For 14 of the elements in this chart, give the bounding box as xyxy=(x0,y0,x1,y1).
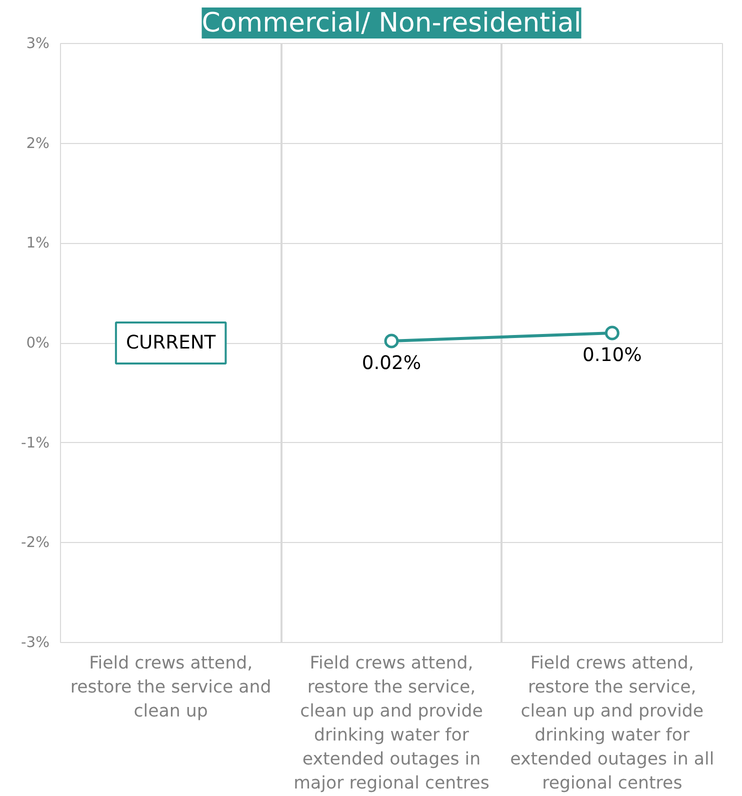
annotation: CURRENT xyxy=(126,332,216,354)
y-tick-label: 2% xyxy=(26,134,50,152)
y-tick-label: -1% xyxy=(20,434,50,452)
data-label: 0.02% xyxy=(362,353,422,374)
y-tick-label: 0% xyxy=(26,334,50,352)
y-tick-label: -2% xyxy=(20,534,50,552)
y-tick-label: 3% xyxy=(26,35,50,52)
chart-title: Commercial/ Non-residential xyxy=(202,8,582,38)
y-tick-label: -3% xyxy=(20,634,50,651)
x-tick-label: Field crews attend, restore the service, clean up and provide drinking water for extended outages in all regional centres xyxy=(510,654,714,794)
x-tick-label: Field crews attend, restore the service and clean up xyxy=(70,654,272,722)
x-tick-label: Field crews attend, restore the service, clean up and provide drinking water for extended outages in major regional centres xyxy=(294,654,490,794)
data-label: 0.10% xyxy=(582,345,642,366)
y-tick-label: 1% xyxy=(26,234,50,252)
